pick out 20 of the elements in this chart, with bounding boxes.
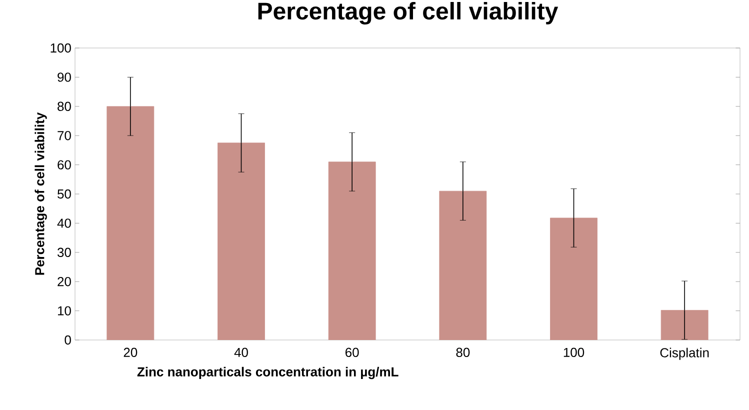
y-tick-label: 10 [58,306,71,316]
y-tick-label: 90 [58,72,71,82]
x-tick-label: 80 [456,348,470,358]
x-tick-label: 60 [346,348,359,358]
x-axis-title: Zinc nanoparticals concentration in µg/mL [137,366,398,380]
y-tick-label: 30 [58,248,71,257]
y-tick-label: 50 [58,189,71,199]
y-tick-label: 80 [58,102,71,111]
x-tick-label: 20 [124,348,138,358]
y-tick-label: 0 [64,335,71,345]
x-tick-label: 40 [234,348,248,358]
chart-title: Percentage of cell viability [258,2,558,24]
y-tick-label: 100 [50,43,71,53]
x-tick-label: Cisplatin [660,348,709,360]
y-tick-label: 70 [58,130,71,140]
y-axis-title: Percentage of cell viability [34,112,47,275]
x-tick-label: 100 [564,348,584,358]
y-tick-label: 60 [58,160,71,170]
y-tick-label: 20 [58,276,71,286]
y-tick-label: 40 [57,218,71,228]
